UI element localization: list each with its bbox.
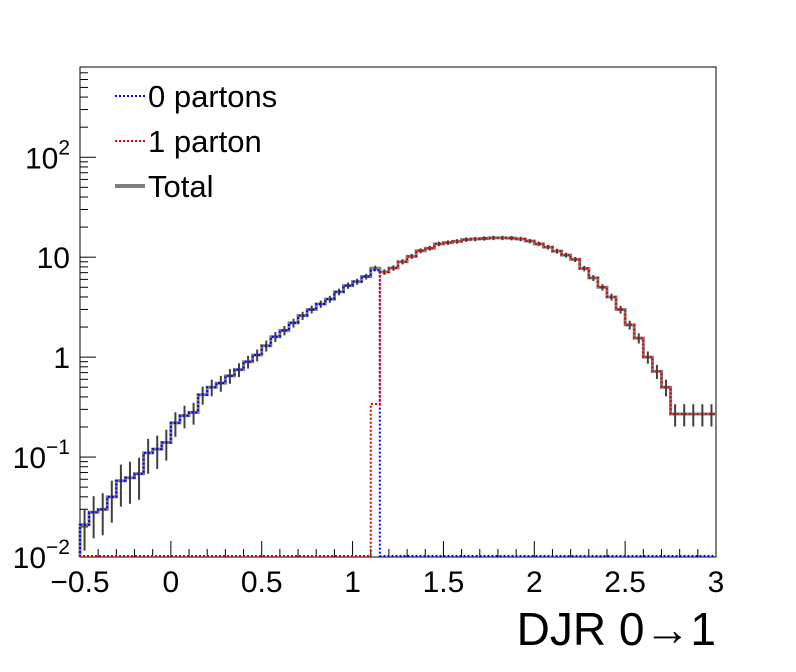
y-tick-label: 1 [53, 342, 70, 375]
y-tick-label: 10 [37, 242, 70, 275]
legend-label: Total [148, 169, 213, 204]
x-tick-label: 1.5 [423, 566, 465, 599]
x-tick-label: −0.5 [50, 566, 109, 599]
x-tick-label: 0.5 [241, 566, 283, 599]
x-tick-label: 2 [526, 566, 543, 599]
legend-label: 1 parton [148, 124, 262, 159]
x-tick-label: 1 [344, 566, 361, 599]
legend: 0 partons 1 parton Total [115, 79, 277, 204]
y-tick-label: 102 [25, 136, 70, 175]
x-tick-label: 2.5 [604, 566, 646, 599]
x-axis-title: DJR 0→1 [517, 603, 716, 655]
plot-frame [79, 66, 717, 558]
y-tick-label: 10−2 [13, 536, 70, 575]
x-tick-label: 3 [708, 566, 725, 599]
histograms [78, 235, 716, 557]
legend-label: 0 partons [148, 79, 277, 114]
x-tick-labels: −0.5 0 0.5 1 1.5 2 2.5 3 [50, 566, 724, 599]
series-total [78, 236, 716, 557]
y-tick-labels: 10−2 10−1 1 10 102 [13, 136, 70, 575]
y-tick-label: 10−1 [13, 436, 70, 475]
x-tick-label: 0 [163, 566, 180, 599]
series-1-parton [79, 236, 716, 557]
